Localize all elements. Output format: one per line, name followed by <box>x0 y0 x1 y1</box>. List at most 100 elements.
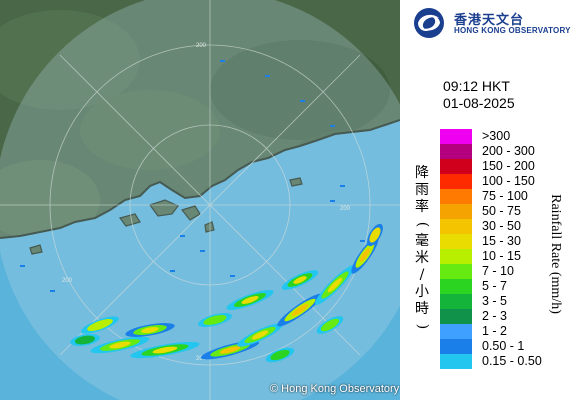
rain-echo <box>330 125 335 127</box>
ring-label-north: 200 <box>196 43 207 49</box>
legend-row: 200 - 300 <box>440 144 577 159</box>
legend-label: 150 - 200 <box>482 159 535 173</box>
rain-band <box>130 341 200 359</box>
rain-band <box>367 223 383 247</box>
rain-echo <box>340 185 345 187</box>
rain-echo <box>251 330 269 340</box>
rain-echo <box>50 290 55 292</box>
legend-row: 50 - 75 <box>440 204 577 219</box>
logo-text-zh: 香港天文台 <box>454 13 525 28</box>
rain-echo <box>200 250 205 252</box>
observatory-logo: 香港天文台 HONG KONG OBSERVATORY <box>412 6 572 40</box>
legend-row: 1 - 2 <box>440 324 577 339</box>
legend-label: 7 - 10 <box>482 264 514 278</box>
legend-swatch <box>440 324 472 339</box>
rain-band <box>198 313 232 327</box>
rain-band <box>281 270 319 290</box>
rain-echoes <box>20 60 383 363</box>
legend-row: 30 - 50 <box>440 219 577 234</box>
rain-echo <box>369 227 381 243</box>
rain-echo <box>359 248 371 262</box>
rain-band <box>70 333 100 347</box>
legend-swatch <box>440 294 472 309</box>
legend-title-en: Rainfall Rate (mm/h) <box>548 194 563 314</box>
rain-echo <box>327 277 343 293</box>
copyright-notice: © Hong Kong Observatory <box>270 383 400 395</box>
rain-band <box>265 347 295 363</box>
radar-map: 200 200 200 200 © Hong Kong Observatory <box>0 0 400 400</box>
legend-row: 0.15 - 0.50 <box>440 354 577 369</box>
legend-row: 100 - 150 <box>440 174 577 189</box>
ring-label-west: 200 <box>62 278 73 284</box>
legend-swatch <box>440 129 472 144</box>
rain-echo <box>219 346 241 354</box>
legend-label: 0.15 - 0.50 <box>482 354 542 368</box>
legend-label: 75 - 100 <box>482 189 528 203</box>
legend-swatch <box>440 174 472 189</box>
rain-band <box>315 265 355 305</box>
rain-band <box>125 323 175 337</box>
rain-band <box>226 290 274 310</box>
islands <box>29 177 303 255</box>
legend-swatch <box>440 309 472 324</box>
hko-swirl-logo-icon <box>414 8 444 38</box>
rain-echo <box>300 100 305 102</box>
rain-echo <box>360 240 365 242</box>
ring-label-east: 200 <box>340 206 351 212</box>
rain-echo <box>265 75 270 77</box>
rain-band <box>277 293 323 327</box>
legend-label: 200 - 300 <box>482 144 535 158</box>
rain-band <box>90 336 150 354</box>
legend-label: 10 - 15 <box>482 249 521 263</box>
rain-echo <box>293 276 307 284</box>
legend-label: 30 - 50 <box>482 219 521 233</box>
radar-date: 01-08-2025 <box>443 95 515 111</box>
legend-swatch <box>440 339 472 354</box>
rain-band <box>81 316 119 334</box>
legend-label: 50 - 75 <box>482 204 521 218</box>
legend-swatch <box>440 264 472 279</box>
legend-swatch <box>440 219 472 234</box>
legend-swatch <box>440 249 472 264</box>
legend-label: 3 - 5 <box>482 294 508 308</box>
legend-label: 1 - 2 <box>482 324 508 338</box>
legend-row: 75 - 100 <box>440 189 577 204</box>
rain-echo <box>241 296 259 304</box>
rain-echo <box>220 60 225 62</box>
legend-row: 10 - 15 <box>440 249 577 264</box>
rain-echo <box>109 341 131 349</box>
legend-title-zh: 降雨率(毫米 / 小時) <box>414 165 431 330</box>
rain-echo <box>330 200 335 202</box>
legend-row: 3 - 5 <box>440 294 577 309</box>
rain-echo <box>170 270 175 272</box>
rain-echo <box>291 303 309 317</box>
legend-swatch <box>440 279 472 294</box>
radar-time: 09:12 HKT <box>443 78 510 94</box>
rain-echo <box>141 326 159 334</box>
legend-label: 2 - 3 <box>482 309 508 323</box>
rain-echo <box>87 318 113 332</box>
rain-echo <box>152 346 178 354</box>
legend-row: 150 - 200 <box>440 159 577 174</box>
ring-label-south: 200 <box>196 356 207 362</box>
legend-row: 2 - 3 <box>440 309 577 324</box>
legend-row: 0.50 - 1 <box>440 339 577 354</box>
legend-row: 7 - 10 <box>440 264 577 279</box>
legend-swatch <box>440 354 472 369</box>
coastline <box>0 119 400 239</box>
logo-text-en: HONG KONG OBSERVATORY <box>454 26 571 35</box>
rain-echo <box>230 275 235 277</box>
legend-label: 15 - 30 <box>482 234 521 248</box>
rain-echo <box>20 265 25 267</box>
info-panel: 香港天文台 HONG KONG OBSERVATORY 09:12 HKT 01… <box>400 0 577 400</box>
legend-swatch <box>440 189 472 204</box>
rain-echo <box>180 235 185 237</box>
legend-swatch <box>440 234 472 249</box>
radar-map-canvas: 200 200 200 200 <box>0 0 400 400</box>
legend-swatch <box>440 159 472 174</box>
legend-label: >300 <box>482 129 511 143</box>
rain-echo <box>270 349 290 361</box>
legend-swatch <box>440 144 472 159</box>
rain-band <box>316 316 344 334</box>
legend-label: 0.50 - 1 <box>482 339 525 353</box>
